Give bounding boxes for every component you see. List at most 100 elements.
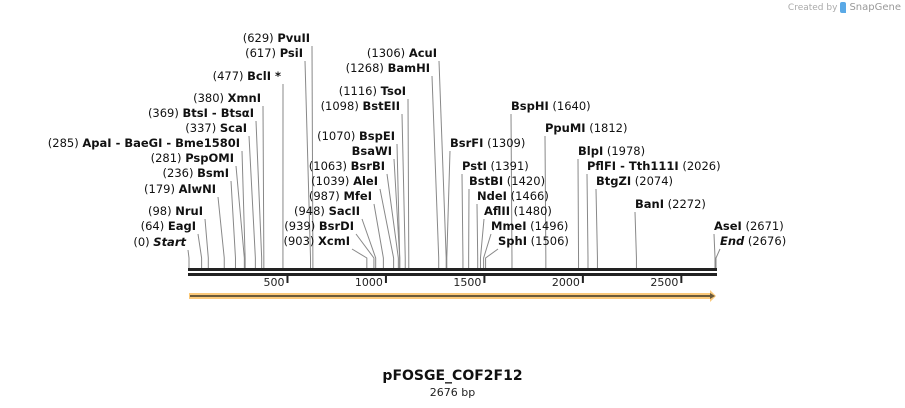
site-name: AleI <box>353 174 378 188</box>
restriction-site[interactable]: (98) NruI <box>148 204 203 218</box>
restriction-site[interactable]: (617) PsiI <box>245 46 303 60</box>
site-position: (1306) <box>367 46 409 60</box>
site-line <box>586 173 589 268</box>
ruler-tick <box>483 276 486 283</box>
restriction-site[interactable]: (285) ApaI - BaeGI - Bme1580I <box>48 136 240 150</box>
restriction-site[interactable]: BtgZI (2074) <box>596 174 673 188</box>
svg-text:(629) PvuII: (629) PvuII <box>243 31 310 45</box>
site-name: PsiI <box>280 46 303 60</box>
site-name: MmeI <box>491 219 527 233</box>
restriction-site[interactable]: (179) AlwNI <box>144 182 216 196</box>
svg-text:BsaWI: BsaWI <box>352 144 392 158</box>
restriction-site[interactable]: (1098) BstEII <box>321 99 400 113</box>
restriction-site[interactable]: End (2676) <box>720 234 786 248</box>
site-name: BlpI <box>578 144 603 158</box>
svg-text:(281) PspOMI: (281) PspOMI <box>151 151 234 165</box>
svg-text:PstI (1391): PstI (1391) <box>462 159 529 173</box>
restriction-site[interactable]: MmeI (1496) <box>491 219 568 233</box>
restriction-site[interactable]: SphI (1506) <box>498 234 569 248</box>
site-line <box>476 203 479 268</box>
svg-text:AflII (1480): AflII (1480) <box>484 204 552 218</box>
site-position: (939) <box>284 219 319 233</box>
site-name: BsaWI <box>352 144 392 158</box>
site-name: BspHI <box>511 99 549 113</box>
site-line <box>204 218 209 268</box>
restriction-site[interactable]: (987) MfeI <box>309 189 372 203</box>
restriction-site[interactable]: (903) XcmI <box>283 234 350 248</box>
site-line <box>217 196 225 268</box>
restriction-site[interactable]: BsaWI <box>352 144 392 158</box>
restriction-site[interactable]: (939) BsrDI <box>284 219 354 233</box>
svg-text:SphI (1506): SphI (1506) <box>498 234 569 248</box>
plasmid-name: pFOSGE_COF2F12 <box>382 368 523 384</box>
svg-text:(64) EagI: (64) EagI <box>141 219 196 233</box>
site-name: NruI <box>175 204 203 218</box>
site-name: AseI <box>714 219 742 233</box>
svg-text:(369) BtsI - BtsαI: (369) BtsI - BtsαI <box>148 106 254 120</box>
restriction-site[interactable]: (1039) AleI <box>311 174 378 188</box>
site-position: (1496) <box>527 219 569 233</box>
ruler-tick-label: 2500 <box>650 276 678 289</box>
svg-text:(0) Start: (0) Start <box>133 235 186 249</box>
restriction-site[interactable]: PpuMI (1812) <box>545 121 627 135</box>
snapgene-credit: Created by SnapGene <box>788 2 901 13</box>
restriction-site[interactable]: (380) XmnI <box>193 91 261 105</box>
site-line <box>634 211 637 268</box>
svg-text:BspHI (1640): BspHI (1640) <box>511 99 591 113</box>
svg-text:(285) ApaI - BaeGI - Bme158: (285) ApaI - BaeGI - Bme1580I <box>48 136 240 150</box>
svg-text:(1306) AcuI: (1306) AcuI <box>367 46 437 60</box>
site-line <box>407 98 410 268</box>
site-position: (369) <box>148 106 183 120</box>
site-name: PvuII <box>277 31 310 45</box>
site-name: XcmI <box>318 234 350 248</box>
svg-text:(337) ScaI: (337) ScaI <box>185 121 247 135</box>
svg-text:(1116) TsoI: (1116) TsoI <box>339 84 406 98</box>
site-position: (1309) <box>483 136 525 150</box>
restriction-site[interactable]: (0) Start <box>133 235 186 249</box>
restriction-site[interactable]: PstI (1391) <box>462 159 529 173</box>
restriction-site[interactable]: (281) PspOMI <box>151 151 234 165</box>
site-position: (2671) <box>742 219 784 233</box>
restriction-site[interactable]: BspHI (1640) <box>511 99 591 113</box>
restriction-site[interactable]: (1306) AcuI <box>367 46 437 60</box>
restriction-site[interactable]: BsrFI (1309) <box>450 136 525 150</box>
feature-arrow[interactable] <box>189 290 716 302</box>
site-position: (2272) <box>664 197 706 211</box>
site-line <box>396 143 401 268</box>
restriction-site[interactable]: AflII (1480) <box>484 204 552 218</box>
svg-text:BsrFI (1309): BsrFI (1309) <box>450 136 525 150</box>
site-name: XmnI <box>228 91 261 105</box>
restriction-site[interactable]: (236) BsmI <box>163 166 229 180</box>
restriction-site[interactable]: (477) BclI * <box>213 69 281 83</box>
site-name: PflFI - Tth111I <box>587 159 679 173</box>
site-name: BclI * <box>247 69 281 83</box>
restriction-site[interactable]: (1063) BsrBI <box>309 159 385 173</box>
restriction-site[interactable]: BstBI (1420) <box>469 174 545 188</box>
restriction-site[interactable]: AseI (2671) <box>714 219 784 233</box>
site-position: (1466) <box>507 189 549 203</box>
site-line <box>230 180 236 268</box>
restriction-site[interactable]: (64) EagI <box>141 219 196 233</box>
site-name: SacII <box>329 204 360 218</box>
restriction-site[interactable]: (948) SacII <box>294 204 360 218</box>
site-position: (281) <box>151 151 186 165</box>
restriction-site[interactable]: PflFI - Tth111I (2026) <box>587 159 721 173</box>
restriction-site[interactable]: (1070) BspEI <box>317 129 395 143</box>
svg-text:End (2676): End (2676) <box>720 234 786 248</box>
restriction-site[interactable]: (1116) TsoI <box>339 84 406 98</box>
site-line <box>479 218 485 268</box>
site-name: SphI <box>498 234 527 248</box>
restriction-site[interactable]: (1268) BamHI <box>346 61 430 75</box>
restriction-site[interactable]: (629) PvuII <box>243 31 310 45</box>
site-line <box>461 173 464 268</box>
site-position: (987) <box>309 189 344 203</box>
site-position: (2026) <box>679 159 721 173</box>
restriction-site[interactable]: NdeI (1466) <box>477 189 549 203</box>
site-line <box>255 120 263 268</box>
ruler-tick <box>384 276 387 283</box>
restriction-site[interactable]: (337) ScaI <box>185 121 247 135</box>
restriction-site[interactable]: BanI (2272) <box>635 197 706 211</box>
restriction-site[interactable]: BlpI (1978) <box>578 144 645 158</box>
restriction-site[interactable]: (369) BtsI - BtsαI <box>148 106 254 120</box>
site-position: (1268) <box>346 61 388 75</box>
